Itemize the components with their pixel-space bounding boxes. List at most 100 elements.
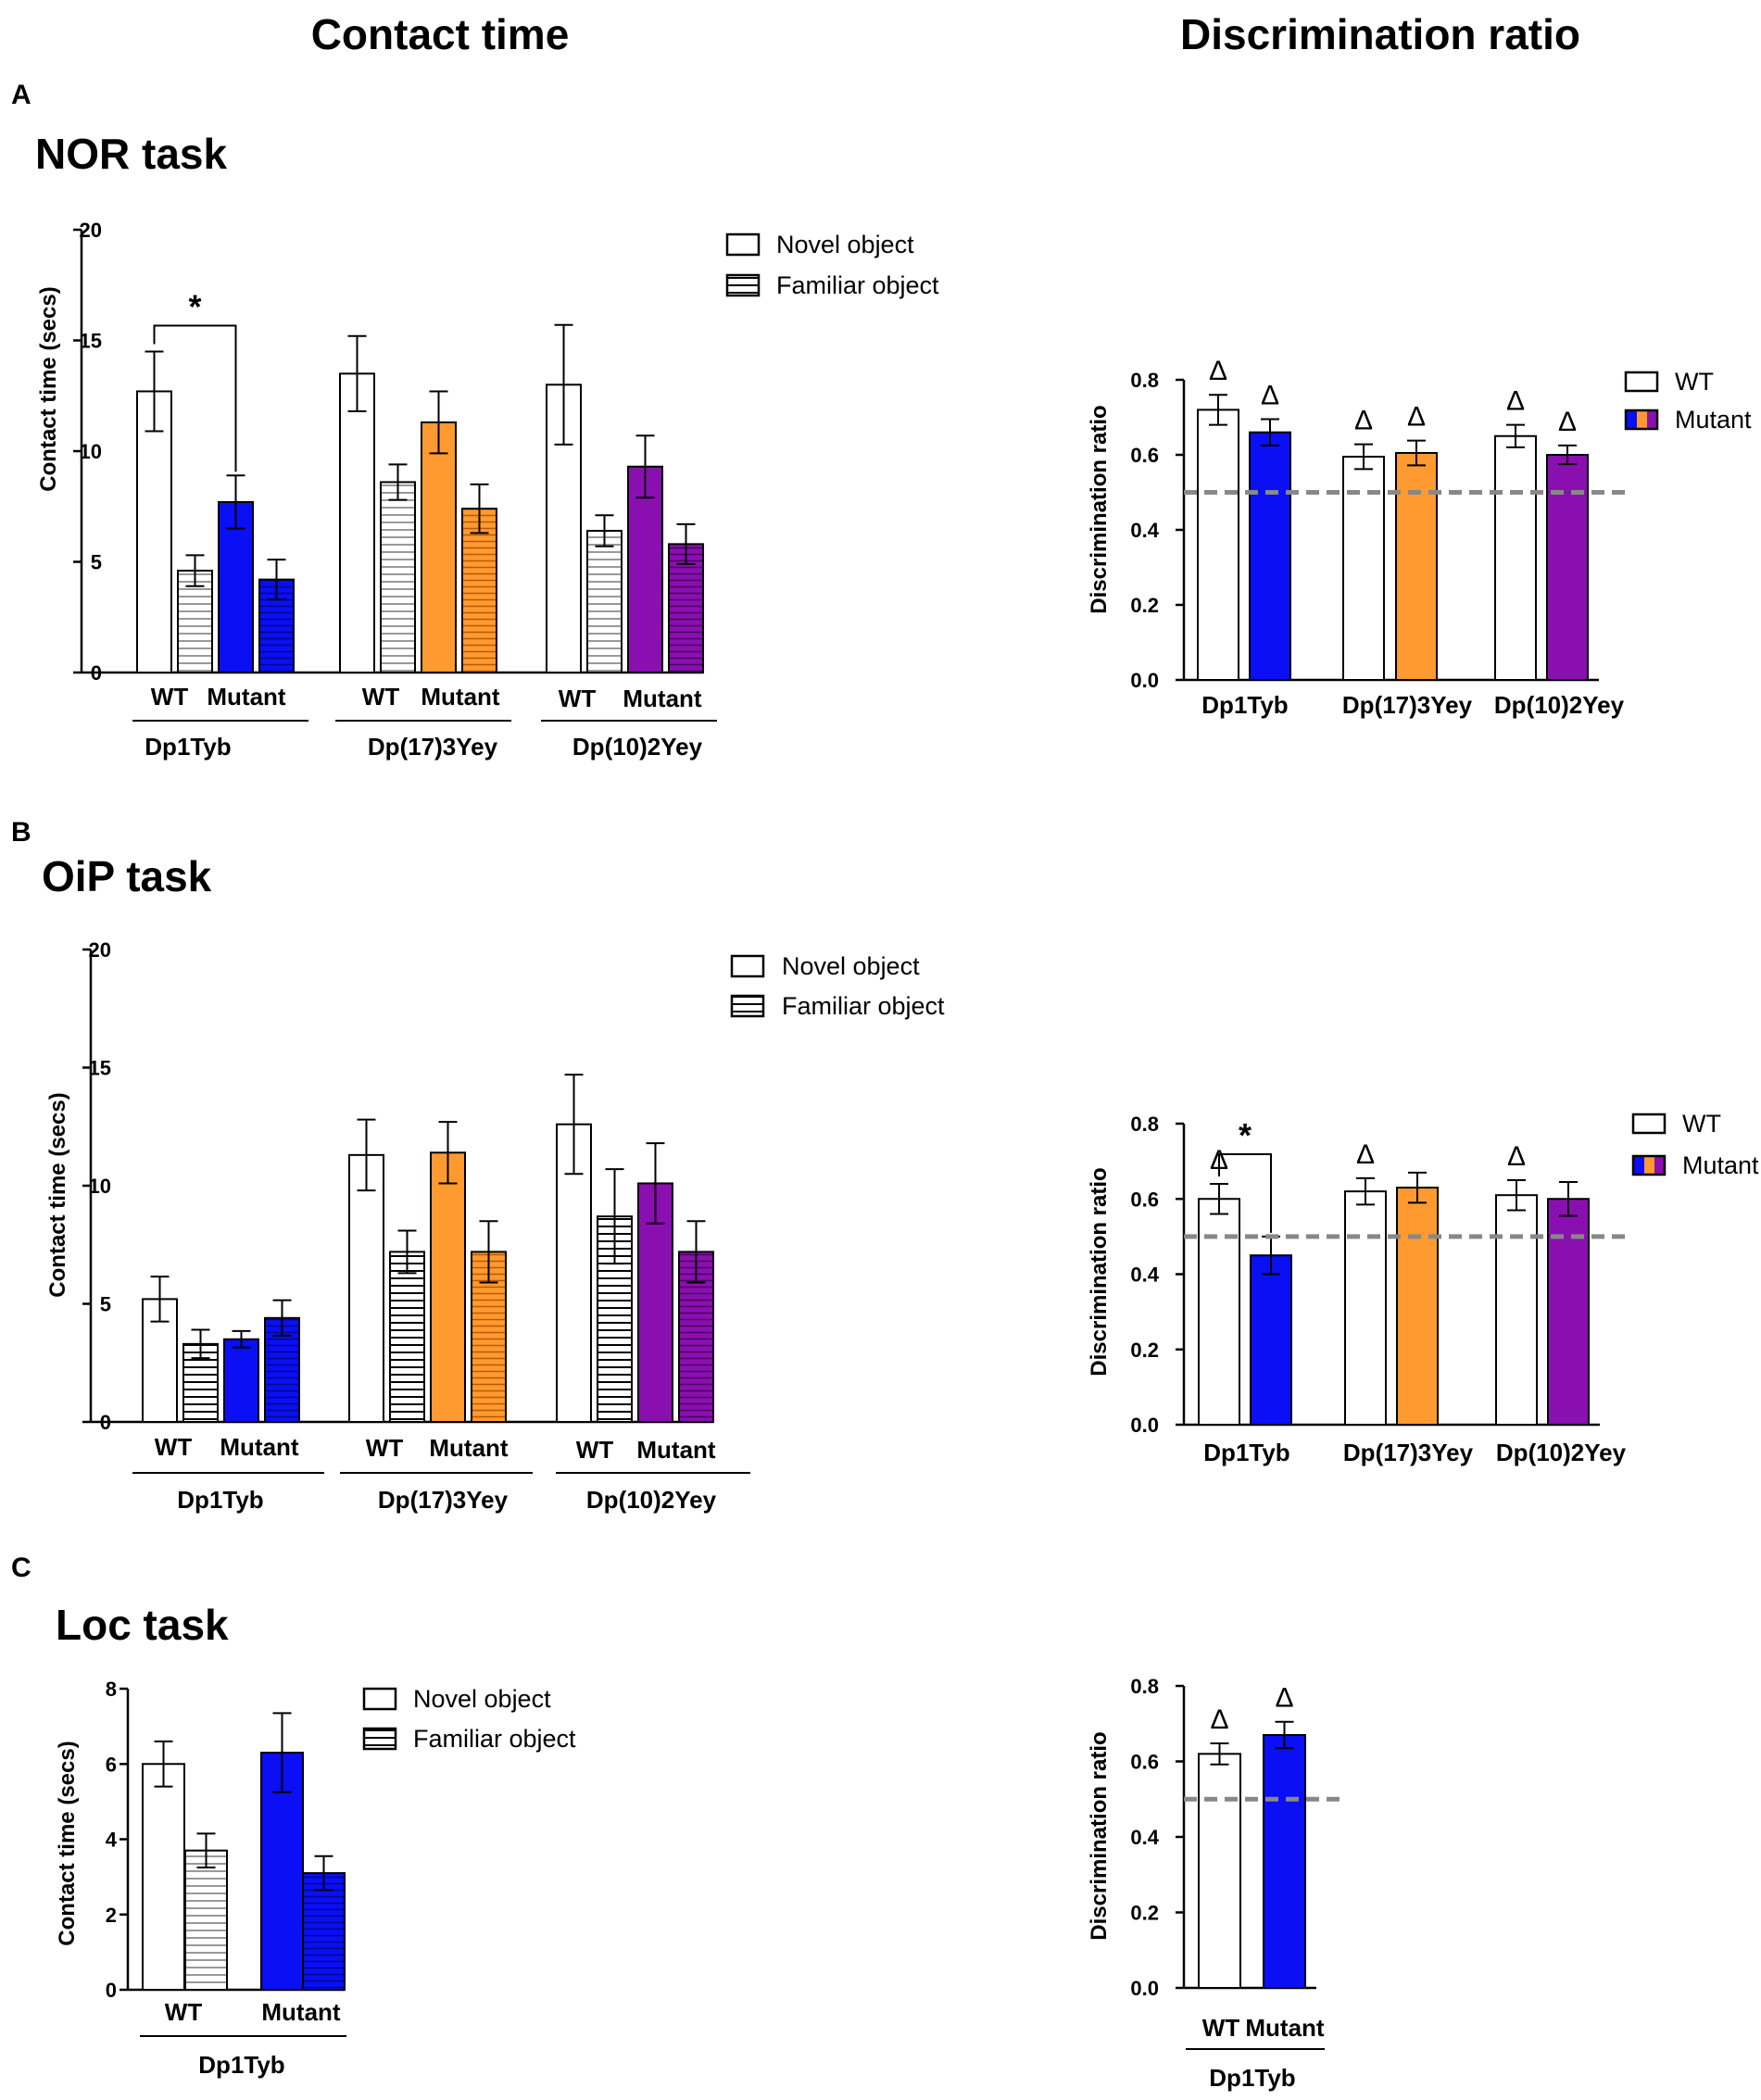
- task-title-nor: NOR task: [35, 130, 227, 178]
- delta-marker: Δ: [1558, 407, 1577, 437]
- legend-label-wt: WT: [1675, 368, 1714, 396]
- bar: [1250, 1254, 1292, 1426]
- significance-bracket: [1218, 1153, 1272, 1233]
- significance-marker: *: [1239, 1116, 1252, 1154]
- bar: [1395, 451, 1438, 681]
- ratio-column-title: Discrimination ratio: [1180, 10, 1580, 58]
- genotype-label: WT: [155, 1433, 193, 1461]
- bar: [1198, 1198, 1240, 1426]
- bar: [1396, 1187, 1439, 1426]
- legend-contact-oip: Novel object Familiar object: [730, 952, 945, 1020]
- group-label: Dp(10)2Yey: [572, 733, 703, 761]
- y-tick-label: 0: [106, 1979, 117, 2002]
- y-tick-label: 15: [89, 1057, 111, 1080]
- task-title-loc: Loc task: [56, 1601, 229, 1649]
- bar: [184, 1849, 228, 1991]
- y-tick-label: 6: [106, 1753, 117, 1776]
- chart-oip_ratio: 0.0 0.2 0.4 0.6 0.8 Discrimination ratio Δ Dp1T…: [1087, 1113, 1630, 1466]
- y-tick-label: 20: [80, 219, 102, 242]
- y-tick-label: 10: [89, 1175, 111, 1198]
- y-tick-label: 0.0: [1130, 1414, 1159, 1437]
- bar: [389, 1251, 425, 1424]
- bar: [339, 372, 375, 673]
- bar: [430, 1151, 466, 1424]
- delta-marker: Δ: [1407, 402, 1426, 433]
- legend-swatch-wt: [1624, 371, 1659, 393]
- group-label: Dp(10)2Yey: [1496, 1439, 1627, 1466]
- bar: [1546, 454, 1589, 681]
- legend-contact-nor: Novel object Familiar object: [725, 231, 939, 299]
- bar: [136, 390, 172, 673]
- y-tick-label: 0.2: [1130, 1902, 1159, 1925]
- genotype-label: Mutant: [220, 1433, 299, 1461]
- genotype-label: Mutant: [207, 683, 286, 710]
- y-axis-label: Contact time (secs): [55, 1741, 80, 1945]
- chart-oip_contact: 0 5 10 15 20 Contact time (secs) WT Mutant Dp1Ty…: [45, 938, 750, 1514]
- bar: [380, 481, 416, 674]
- y-tick-label: 0.6: [1130, 1751, 1159, 1774]
- bar: [1547, 1198, 1590, 1426]
- legend-label-familiar: Familiar object: [782, 992, 945, 1020]
- group-label: Dp1Tyb: [198, 2051, 284, 2079]
- y-tick-label: 5: [100, 1293, 111, 1316]
- legend-swatch-mutant: [1631, 1154, 1667, 1176]
- y-tick-label: 0.8: [1130, 1113, 1159, 1136]
- y-axis-label: Contact time (secs): [36, 286, 61, 491]
- group-label: Dp(17)3Yey: [1342, 691, 1473, 719]
- panel-letter-c: C: [11, 1553, 31, 1583]
- y-tick-label: 20: [89, 938, 111, 962]
- legend-contact-loc: Novel object Familiar object: [362, 1685, 576, 1753]
- y-axis-label: Discrimination ratio: [1087, 405, 1112, 613]
- genotype-label: WT: [366, 1434, 404, 1462]
- bar: [1198, 1753, 1241, 1989]
- y-tick-label: 0.4: [1130, 1826, 1159, 1849]
- legend-ratio-oip: WT Mutant: [1631, 1110, 1759, 1179]
- legend-label-familiar: Familiar object: [413, 1725, 576, 1753]
- bar: [421, 421, 457, 673]
- task-title-oip: OiP task: [42, 852, 212, 900]
- y-tick-label: 15: [80, 330, 102, 353]
- legend-label-novel: Novel object: [782, 952, 920, 980]
- legend-swatch-familiar: [362, 1727, 397, 1751]
- panel-letter-b: B: [11, 817, 31, 848]
- y-axis-label: Contact time (secs): [45, 1092, 70, 1297]
- genotype-label: WT: [165, 1998, 203, 2026]
- legend-ratio-nor: WT Mutant: [1624, 368, 1752, 434]
- genotype-label: Mutant: [261, 1998, 341, 2026]
- y-tick-label: 8: [106, 1678, 117, 1701]
- contact-column-title: Contact time: [311, 10, 570, 58]
- bar: [1344, 1190, 1387, 1426]
- y-tick-label: 0.4: [1130, 1264, 1159, 1287]
- y-tick-label: 0.2: [1130, 594, 1159, 617]
- legend-swatch-wt: [1631, 1113, 1667, 1135]
- bar: [302, 1872, 346, 1991]
- delta-marker: Δ: [1275, 1683, 1293, 1714]
- y-tick-label: 10: [80, 440, 102, 463]
- significance-marker: *: [188, 287, 201, 325]
- group-label: Dp(17)3Yey: [378, 1486, 509, 1514]
- genotype-label: Mutant: [1245, 2014, 1325, 2042]
- group-label: Dp(10)2Yey: [586, 1486, 717, 1514]
- legend-label-novel: Novel object: [776, 231, 914, 258]
- y-tick-label: 5: [91, 551, 102, 574]
- group-label: Dp(10)2Yey: [1494, 691, 1625, 719]
- genotype-label: WT: [576, 1436, 614, 1464]
- genotype-label: Mutant: [636, 1436, 716, 1464]
- y-tick-label: 0.8: [1130, 1675, 1159, 1698]
- genotype-label: WT: [1202, 2014, 1240, 2042]
- y-tick-label: 0: [100, 1411, 111, 1434]
- genotype-label: Mutant: [421, 683, 500, 710]
- legend-swatch-familiar: [725, 273, 761, 297]
- chart-nor_ratio: 0.0 0.2 0.4 0.6 0.8 Discrimination ratio Δ Δ Dp1…: [1087, 356, 1627, 719]
- y-tick-label: 0.4: [1130, 519, 1159, 542]
- legend-swatch-mutant: [1624, 409, 1659, 431]
- bar: [348, 1153, 384, 1423]
- chart-loc_contact: 0 2 4 6 8 Contact time (secs) WT Mutant Dp1Tyb: [55, 1678, 346, 2079]
- bar: [223, 1338, 259, 1423]
- bar: [142, 1763, 185, 1991]
- bar: [627, 465, 663, 674]
- y-tick-label: 0: [91, 661, 102, 685]
- chart-nor_contact: 0 5 10 15 20 Contact time (secs) WT Mutant Dp1Ty…: [36, 219, 717, 761]
- bar: [461, 508, 497, 674]
